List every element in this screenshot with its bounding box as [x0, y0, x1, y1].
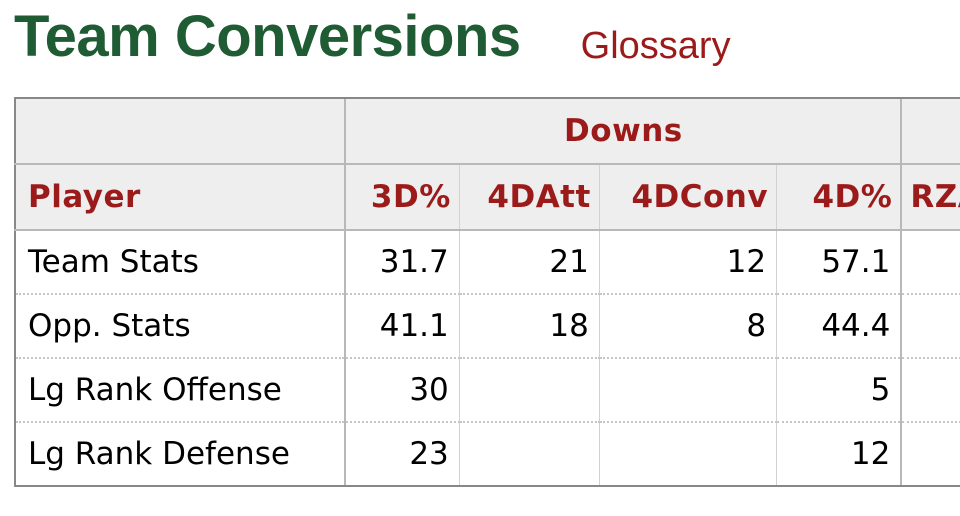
cell-rz-att: [900, 358, 960, 423]
cell-4d-att: 21: [458, 230, 600, 295]
conversions-table-container[interactable]: Downs R Player 3D% 4DAtt 4DConv 4D% RZAt…: [14, 97, 960, 497]
conversions-table: Downs R Player 3D% 4DAtt 4DConv 4D% RZAt…: [14, 97, 960, 487]
cell-rz-att: [900, 422, 960, 487]
page-title: Team Conversions: [14, 4, 521, 69]
row-label: Lg Rank Defense: [14, 422, 346, 487]
cell-4d-conv: 8: [598, 294, 777, 359]
column-header-row: Player 3D% 4DAtt 4DConv 4D% RZAtt: [14, 164, 960, 231]
cell-4d-conv: [598, 358, 777, 423]
cell-rz-att: 46: [900, 230, 960, 295]
cell-4d-att: 18: [458, 294, 600, 359]
group-header-blank: [14, 97, 346, 165]
glossary-link[interactable]: Glossary: [580, 24, 731, 67]
table-row: Lg Rank Offense 30 5: [14, 358, 960, 423]
cell-4d-pct: 5: [776, 358, 902, 423]
column-header-4d-att[interactable]: 4DAtt: [458, 164, 600, 231]
table-row: Team Stats 31.7 21 12 57.1 46: [14, 230, 960, 295]
cell-4d-pct: 44.4: [776, 294, 902, 359]
column-header-4d-pct[interactable]: 4D%: [776, 164, 902, 231]
row-label: Team Stats: [14, 230, 346, 295]
cell-4d-att: [458, 358, 600, 423]
cell-3d-pct: 30: [344, 358, 460, 423]
column-header-3d-pct[interactable]: 3D%: [344, 164, 460, 231]
cell-4d-conv: 12: [598, 230, 777, 295]
cell-4d-pct: 57.1: [776, 230, 902, 295]
cell-3d-pct: 23: [344, 422, 460, 487]
column-header-4d-conv[interactable]: 4DConv: [598, 164, 777, 231]
cell-rz-att: 57: [900, 294, 960, 359]
table-row: Opp. Stats 41.1 18 8 44.4 57: [14, 294, 960, 359]
cell-3d-pct: 41.1: [344, 294, 460, 359]
column-group-row: Downs R: [14, 97, 960, 165]
row-label: Lg Rank Offense: [14, 358, 346, 423]
cell-4d-conv: [598, 422, 777, 487]
cell-3d-pct: 31.7: [344, 230, 460, 295]
page-header: Team Conversions Glossary: [14, 0, 731, 80]
column-header-rz-att[interactable]: RZAtt: [900, 164, 960, 231]
table-row: Lg Rank Defense 23 12: [14, 422, 960, 487]
group-header-redzone: R: [900, 97, 960, 165]
column-header-player[interactable]: Player: [14, 164, 346, 231]
cell-4d-pct: 12: [776, 422, 902, 487]
group-header-downs: Downs: [344, 97, 902, 165]
cell-4d-att: [458, 422, 600, 487]
row-label: Opp. Stats: [14, 294, 346, 359]
